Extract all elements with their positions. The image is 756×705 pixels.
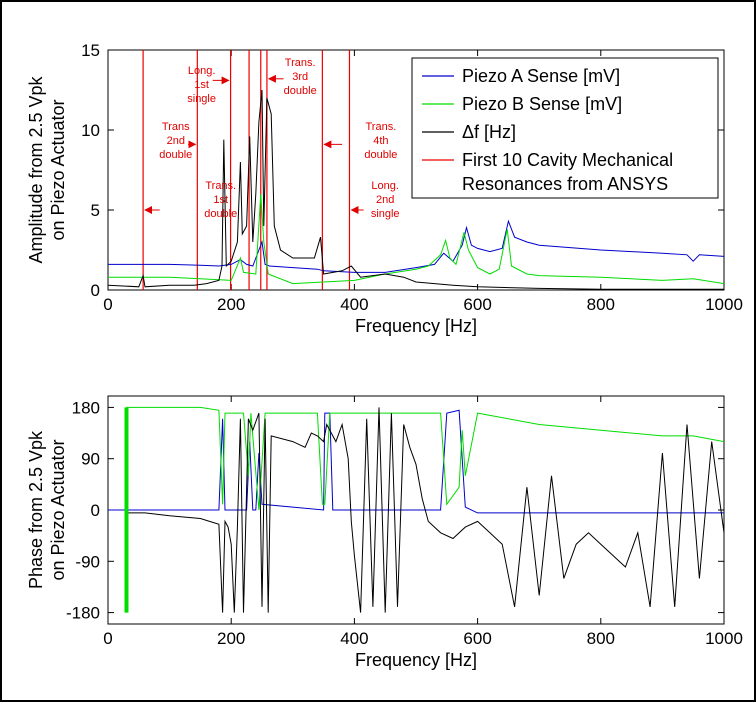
resonance-annotation-text: 2nd <box>376 194 394 206</box>
x-tick-label: 1000 <box>705 629 743 648</box>
resonance-annotation-text: Trans. <box>285 57 316 69</box>
x-tick-label: 600 <box>463 629 491 648</box>
resonance-annotation-text: double <box>159 149 192 161</box>
series-line-delta_f <box>126 407 724 613</box>
series-line-delta_f <box>108 89 724 290</box>
y-axis-label: Amplitude from 2.5 Vpk <box>26 75 46 263</box>
legend-label-piezo_a: Piezo A Sense [mV] <box>462 66 620 86</box>
x-tick-label: 600 <box>463 295 491 314</box>
x-tick-label: 0 <box>103 295 112 314</box>
x-tick-label: 400 <box>340 295 368 314</box>
resonance-annotation-text: Trans <box>162 121 190 133</box>
y-tick-label: 15 <box>81 41 100 60</box>
resonance-annotation-text: 4th <box>373 135 388 147</box>
x-tick-label: 800 <box>587 295 615 314</box>
x-tick-label: 200 <box>217 629 245 648</box>
resonance-annotation-text: double <box>284 85 317 97</box>
y-axis-label: on Piezo Actuator <box>48 99 68 240</box>
resonance-annotation-text: double <box>364 149 397 161</box>
y-tick-label: 0 <box>91 501 100 520</box>
series-line-piezo_b <box>108 193 724 285</box>
resonance-annotation-text: double <box>204 208 237 220</box>
series-line-piezo_a <box>108 219 724 273</box>
legend-label-ansys-2: Resonances from ANSYS <box>462 174 668 194</box>
resonance-annotation-text: Long. <box>371 180 399 192</box>
plot-area-border <box>107 49 725 291</box>
x-tick-label: 200 <box>217 295 245 314</box>
x-tick-label: 0 <box>103 629 112 648</box>
resonance-annotation-text: 3rd <box>292 71 308 83</box>
y-axis-label: on Piezo Actuator <box>48 439 68 580</box>
x-axis-label: Frequency [Hz] <box>355 316 477 336</box>
resonance-annotation-text: Long. <box>188 65 216 77</box>
y-axis-label: Phase from 2.5 Vpk <box>26 430 46 589</box>
legend-label-ansys: First 10 Cavity Mechanical <box>462 150 673 170</box>
resonance-annotation-text: 1st <box>194 79 209 91</box>
series-line-piezo_a <box>108 409 724 514</box>
resonance-annotation-text: Trans. <box>205 180 236 192</box>
legend-label-piezo_b: Piezo B Sense [mV] <box>462 94 622 114</box>
legend-label-delta_f: Δf [Hz] <box>462 122 516 142</box>
x-tick-label: 400 <box>340 629 368 648</box>
y-tick-label: 0 <box>91 281 100 300</box>
chart-panel-1: 0 200 400 600 800 1000 0 5 10 15 Frequency [Hz] Amp… <box>26 41 743 336</box>
y-tick-label: 90 <box>81 450 100 469</box>
x-tick-label: 1000 <box>705 295 743 314</box>
chart-panel-2: 0 200 400 600 800 1000 -180 -90 0 90 180 Frequency … <box>26 395 743 670</box>
series-line-piezo_b <box>126 406 724 613</box>
y-tick-label: 180 <box>72 398 100 417</box>
resonance-annotation-text: 1st <box>213 194 228 206</box>
y-tick-label: 10 <box>81 121 100 140</box>
y-tick-label: -180 <box>66 604 100 623</box>
x-tick-label: 800 <box>587 629 615 648</box>
resonance-annotation-text: single <box>187 93 216 105</box>
y-tick-label: 5 <box>91 201 100 220</box>
resonance-annotation-text: single <box>371 208 400 220</box>
legend-box <box>411 57 719 199</box>
resonance-annotation-text: Trans. <box>366 121 397 133</box>
resonance-annotation-text: 2nd <box>167 135 185 147</box>
x-axis-label: Frequency [Hz] <box>355 650 477 670</box>
y-tick-label: -90 <box>75 552 100 571</box>
